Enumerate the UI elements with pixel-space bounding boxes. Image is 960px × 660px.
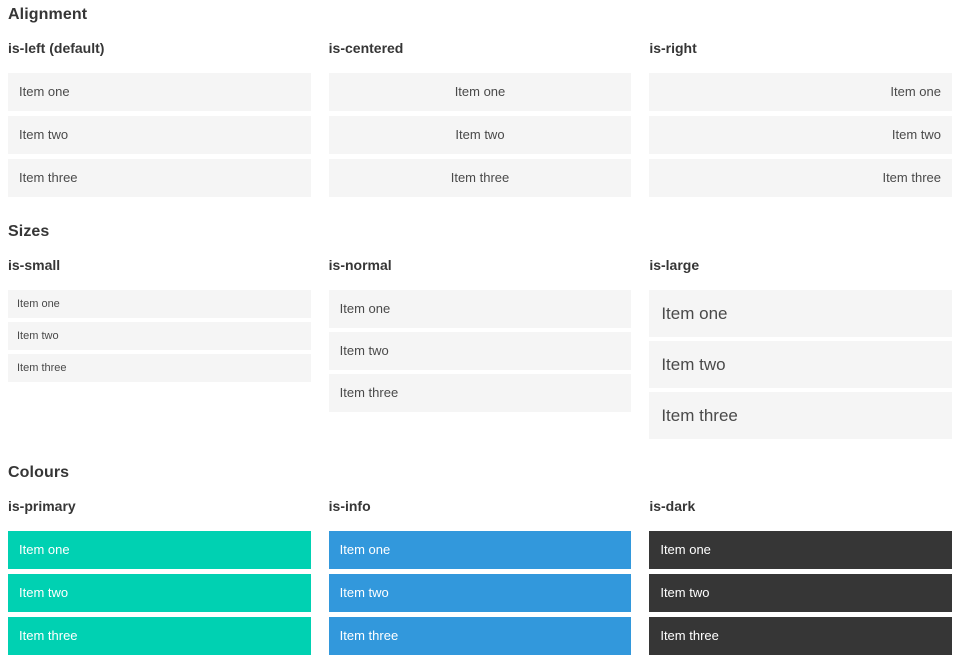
list-item[interactable]: Item three (328, 374, 632, 412)
variant-label-color-primary: is-primary (8, 498, 76, 514)
list-size-small: Item one Item two Item three (8, 290, 311, 382)
list-item[interactable]: Item one (8, 290, 311, 318)
list-item[interactable]: Item two (328, 574, 632, 612)
variant-label-align-center: is-centered (328, 40, 404, 56)
list-size-normal: Item one Item two Item three (328, 290, 632, 412)
list-align-left: Item one Item two Item three (8, 73, 311, 197)
variant-column-align-right: is-right Item one Item two Item three (649, 39, 952, 202)
variant-label-size-large: is-large (649, 257, 700, 273)
section-grid-colours: is-primary Item one Item two Item three is-i… (8, 497, 952, 660)
list-item[interactable]: Item three (8, 617, 311, 655)
list-item[interactable]: Item three (328, 159, 632, 197)
section-title-alignment: Alignment (8, 6, 88, 23)
list-size-large: Item one Item two Item three (649, 290, 952, 439)
list-item[interactable]: Item two (8, 574, 311, 612)
list-item[interactable]: Item two (8, 116, 311, 154)
variant-column-color-info: is-info Item one Item two Item three (328, 497, 632, 660)
component-demo-page: Alignment is-left (default) Item one Item t… (8, 5, 952, 660)
list-item[interactable]: Item one (8, 73, 311, 111)
section-title-colours: Colours (8, 464, 70, 481)
variant-label-size-normal: is-normal (328, 257, 392, 273)
section-grid-alignment: is-left (default) Item one Item two Item th… (8, 39, 952, 202)
list-item[interactable]: Item two (649, 341, 952, 388)
variant-label-size-small: is-small (8, 257, 61, 273)
list-item[interactable]: Item one (649, 531, 952, 569)
list-item[interactable]: Item three (328, 617, 632, 655)
list-color-info: Item one Item two Item three (328, 531, 632, 655)
variant-column-align-left: is-left (default) Item one Item two Item th… (8, 39, 311, 202)
list-item[interactable]: Item one (8, 531, 311, 569)
list-item[interactable]: Item three (649, 617, 952, 655)
list-item[interactable]: Item three (8, 354, 311, 382)
list-item[interactable]: Item two (328, 116, 632, 154)
variant-label-align-right: is-right (649, 40, 697, 56)
variant-column-size-large: is-large Item one Item two Item three (649, 256, 952, 443)
variant-label-color-dark: is-dark (649, 498, 696, 514)
section-grid-sizes: is-small Item one Item two Item three is-nor… (8, 256, 952, 443)
variant-column-color-dark: is-dark Item one Item two Item three (649, 497, 952, 660)
list-item[interactable]: Item one (649, 290, 952, 337)
section-title-sizes: Sizes (8, 223, 50, 240)
list-item[interactable]: Item three (649, 159, 952, 197)
list-color-primary: Item one Item two Item three (8, 531, 311, 655)
list-item[interactable]: Item three (649, 392, 952, 439)
list-item[interactable]: Item two (328, 332, 632, 370)
variant-label-align-left: is-left (default) (8, 40, 105, 56)
list-item[interactable]: Item two (649, 574, 952, 612)
list-item[interactable]: Item one (328, 73, 632, 111)
list-item[interactable]: Item one (328, 290, 632, 328)
variant-column-size-normal: is-normal Item one Item two Item three (328, 256, 632, 416)
list-align-center: Item one Item two Item three (328, 73, 632, 197)
list-color-dark: Item one Item two Item three (649, 531, 952, 655)
list-item[interactable]: Item one (649, 73, 952, 111)
list-item[interactable]: Item one (328, 531, 632, 569)
list-item[interactable]: Item two (8, 322, 311, 350)
variant-column-color-primary: is-primary Item one Item two Item three (8, 497, 311, 660)
variant-column-align-center: is-centered Item one Item two Item three (328, 39, 632, 202)
list-align-right: Item one Item two Item three (649, 73, 952, 197)
list-item[interactable]: Item two (649, 116, 952, 154)
variant-column-size-small: is-small Item one Item two Item three (8, 256, 311, 386)
list-item[interactable]: Item three (8, 159, 311, 197)
variant-label-color-info: is-info (328, 498, 371, 514)
